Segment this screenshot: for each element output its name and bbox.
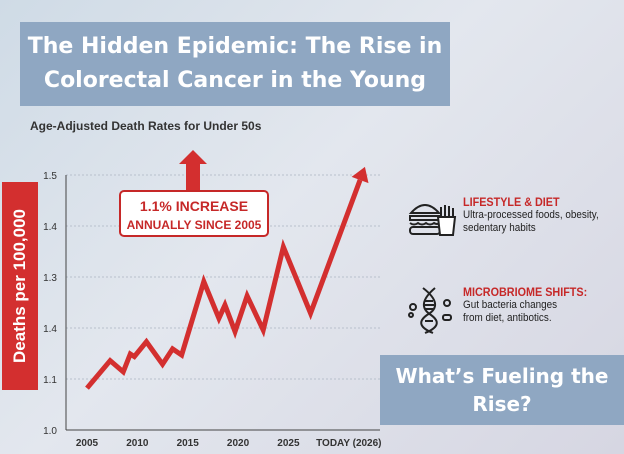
dna-bacteria-icon — [408, 287, 452, 334]
callout-line2: ANNUALLY SINCE 2005 — [127, 218, 262, 232]
y-axis-label: Deaths per 100,000 — [2, 182, 38, 390]
up-arrow-icon — [179, 150, 207, 190]
y-tick-label: 1.0 — [43, 426, 57, 437]
factor-desc: Ultra-processed foods, obesity, — [463, 209, 599, 221]
factor-desc: from diet, antibotics. — [463, 312, 552, 324]
callout: 1.1% INCREASE ANNUALLY SINCE 2005 — [119, 150, 269, 237]
y-tick-label: 1.4 — [43, 222, 57, 233]
factor-microbiome: MICROBRIOME SHIFTS: Gut bacteria changes… — [405, 285, 620, 335]
factor-desc: sedentary habits — [463, 222, 536, 234]
factor-lifestyle: LIFESTYLE & DIET Ultra-processed foods, … — [405, 195, 620, 245]
x-tick-label: 2010 — [126, 438, 149, 449]
x-tick-label: TODAY (2026) — [316, 438, 381, 449]
x-tick-label: 2015 — [177, 438, 200, 449]
series-line — [85, 179, 363, 390]
factor-title: MICROBRIOME SHIFTS: — [463, 285, 588, 299]
x-tick-label: 2025 — [277, 438, 300, 449]
callout-box — [119, 190, 269, 237]
x-tick-label: 2020 — [227, 438, 250, 449]
y-tick-label: 1.3 — [43, 273, 57, 284]
factor-desc: Gut bacteria changes — [463, 299, 558, 311]
factor-title: LIFESTYLE & DIET — [463, 195, 560, 209]
y-tick-label: 1.5 — [43, 171, 57, 182]
series-end-arrow-icon — [351, 166, 369, 184]
page-title: The Hidden Epidemic: The Rise in Colorec… — [20, 22, 450, 106]
chart-subtitle: Age-Adjusted Death Rates for Under 50s — [30, 119, 262, 133]
x-tick-label: 2005 — [76, 438, 99, 449]
y-tick-label: 1.4 — [43, 324, 57, 335]
factors-heading: What’s Fueling the Rise? — [380, 355, 624, 425]
callout-line1: 1.1% INCREASE — [140, 198, 248, 214]
burger-fries-icon — [408, 204, 457, 236]
y-tick-label: 1.1 — [43, 375, 57, 386]
